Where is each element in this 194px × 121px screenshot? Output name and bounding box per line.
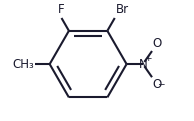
Text: O: O — [153, 78, 162, 91]
Text: +: + — [144, 54, 151, 63]
Text: F: F — [57, 3, 64, 16]
Text: −: − — [157, 79, 165, 88]
Text: Br: Br — [115, 3, 129, 16]
Text: CH₃: CH₃ — [12, 58, 34, 71]
Text: N: N — [139, 58, 147, 71]
Text: O: O — [153, 37, 162, 50]
